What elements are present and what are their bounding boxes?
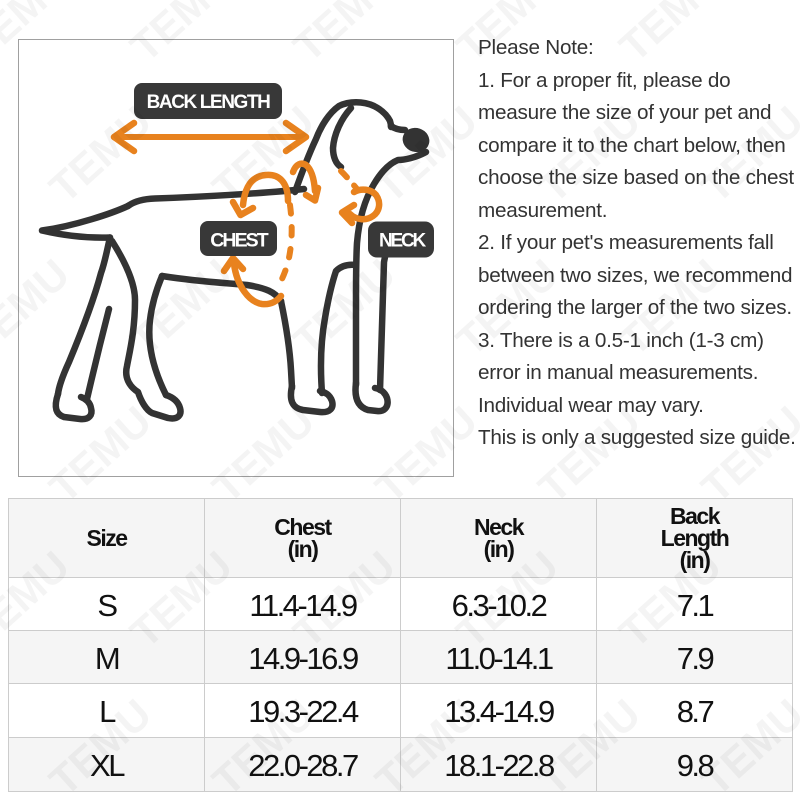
svg-text:NECK: NECK bbox=[379, 231, 427, 252]
svg-text:CHEST: CHEST bbox=[210, 230, 269, 252]
svg-text:BACK LENGTH: BACK LENGTH bbox=[147, 92, 271, 113]
